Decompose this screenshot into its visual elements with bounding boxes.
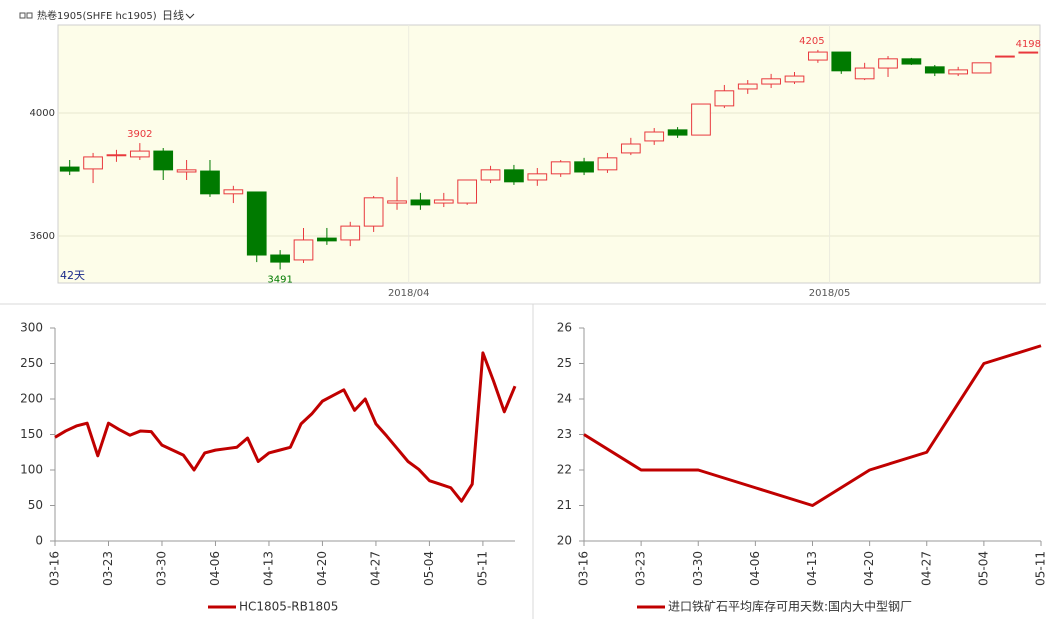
extreme-label: 4205 — [799, 36, 824, 47]
candle-body — [340, 225, 361, 241]
candle-body — [620, 143, 641, 154]
x-tick-label: 04-27 — [919, 551, 933, 586]
period-selector[interactable]: 日线 — [162, 8, 184, 22]
candle-body — [1018, 51, 1039, 54]
candle-body — [878, 58, 898, 69]
y-tick-label: 26 — [557, 321, 572, 335]
candle-body — [714, 90, 735, 107]
candle-body — [504, 169, 524, 183]
x-tick-label: 05-11 — [475, 551, 489, 586]
x-tick-label: 03-23 — [101, 551, 115, 586]
x-tick-label: 05-11 — [1034, 551, 1046, 586]
series-line — [583, 344, 1042, 507]
symbol-title: 热卷1905(SHFE hc1905) — [37, 9, 157, 22]
candle-body — [948, 69, 969, 75]
candle-body — [457, 179, 478, 204]
x-tick-label: 2018/05 — [809, 288, 851, 299]
y-tick-label: 23 — [557, 427, 572, 441]
candle-body — [176, 169, 197, 173]
x-tick-label: 03-30 — [154, 551, 168, 586]
legend-label: 进口铁矿石平均库存可用天数:国内大中型钢厂 — [668, 599, 912, 614]
candle-body — [971, 62, 992, 74]
x-tick-label: 03-16 — [577, 551, 591, 586]
candle-body — [691, 103, 711, 136]
y-tick-label: 0 — [35, 534, 43, 548]
x-tick-label: 03-30 — [691, 551, 705, 586]
candle-body — [667, 129, 688, 136]
candle-body — [223, 189, 244, 195]
x-tick-label: 04-13 — [261, 551, 275, 586]
x-tick-label: 2018/04 — [388, 288, 430, 299]
y-tick-label: 24 — [557, 392, 572, 406]
x-tick-label: 04-06 — [748, 551, 762, 586]
candle-body — [83, 156, 103, 170]
candle-body — [527, 173, 548, 181]
y-tick-label: 150 — [20, 427, 43, 441]
candle-body — [831, 51, 852, 72]
extreme-label: 4198 — [1016, 39, 1041, 50]
icon — [19, 12, 26, 19]
candle-body — [550, 161, 571, 175]
candle-body — [153, 150, 174, 171]
candle-body — [808, 51, 828, 61]
y-tick-label: 4000 — [30, 108, 55, 119]
y-tick-label: 25 — [557, 356, 572, 370]
candle-body — [644, 131, 665, 142]
y-tick-label: 20 — [557, 534, 572, 548]
candle-body — [387, 200, 407, 204]
y-tick-label: 200 — [20, 392, 43, 406]
candle-body — [363, 197, 384, 227]
plot-area — [57, 24, 1041, 284]
y-tick-label: 22 — [557, 463, 572, 477]
candle-body — [200, 170, 220, 195]
series-line — [54, 351, 517, 503]
x-tick-label: 05-04 — [422, 551, 436, 586]
y-tick-label: 50 — [28, 498, 43, 512]
candle-body — [293, 239, 314, 261]
x-tick-label: 03-16 — [48, 551, 62, 586]
y-tick-label: 250 — [20, 356, 43, 370]
candle-body — [480, 169, 501, 181]
candle-body — [317, 237, 337, 242]
candle-body — [854, 67, 875, 80]
dropdown-arrow[interactable] — [185, 13, 195, 19]
x-tick-label: 05-04 — [976, 551, 990, 586]
x-tick-label: 04-27 — [368, 551, 382, 586]
icon — [26, 12, 33, 19]
candle-body — [737, 83, 758, 90]
x-tick-label: 03-23 — [634, 551, 648, 586]
candle-body — [901, 58, 922, 65]
candle-body — [597, 157, 618, 171]
x-tick-label: 04-13 — [805, 551, 819, 586]
candle-body — [761, 78, 781, 85]
candle-body — [270, 254, 290, 263]
candle-body — [995, 55, 1015, 58]
range-label: 42天 — [60, 269, 85, 282]
y-tick-label: 21 — [557, 498, 572, 512]
legend-label: HC1805-RB1805 — [239, 600, 338, 614]
candle-body — [924, 66, 945, 74]
y-tick-label: 300 — [20, 321, 43, 335]
candle-body — [129, 150, 150, 158]
extreme-label: 3491 — [267, 274, 292, 285]
candle-body — [784, 75, 805, 83]
candle-body — [410, 199, 431, 206]
extreme-label: 3902 — [127, 129, 152, 140]
candle-body — [59, 166, 80, 172]
y-tick-label: 100 — [20, 463, 43, 477]
x-tick-label: 04-06 — [208, 551, 222, 586]
candle-body — [433, 199, 454, 204]
candle-body — [246, 191, 267, 256]
x-tick-label: 04-20 — [862, 551, 876, 586]
x-tick-label: 04-20 — [315, 551, 329, 586]
candle-body — [106, 154, 127, 157]
candle-body — [574, 161, 594, 173]
y-tick-label: 3600 — [30, 231, 55, 242]
